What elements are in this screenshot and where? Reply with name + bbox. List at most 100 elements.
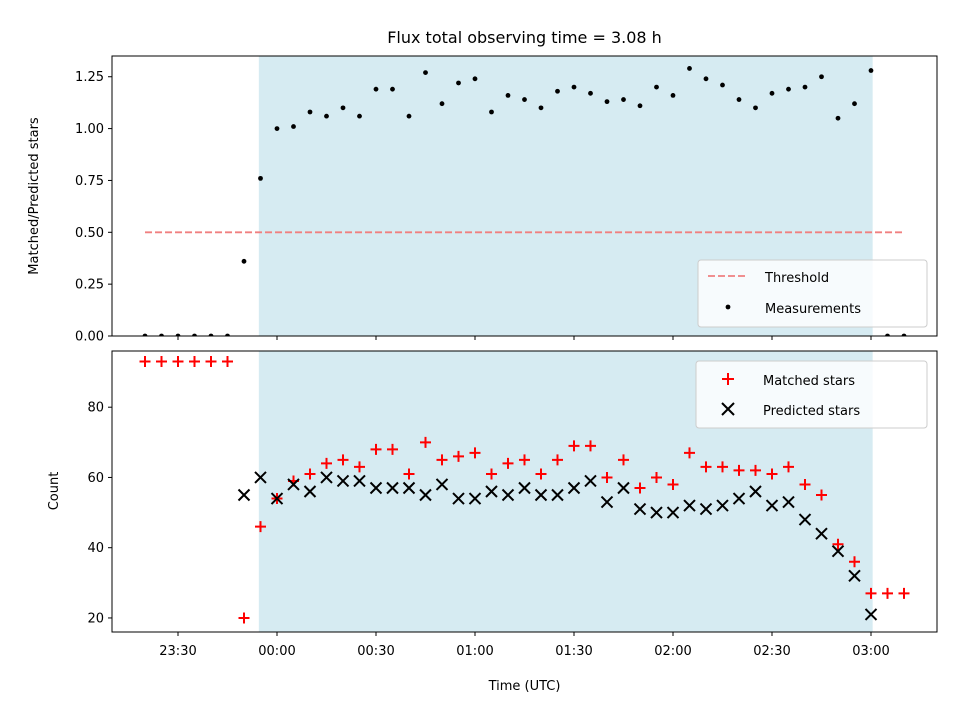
- measurement-point: [769, 90, 775, 96]
- matched-star-point: [832, 538, 844, 550]
- predicted-star-point: [518, 481, 531, 495]
- top-y-tick-label: 0.25: [75, 278, 104, 293]
- measurement-point: [439, 101, 445, 107]
- predicted-star-point: [831, 545, 845, 558]
- measurement-point: [637, 103, 643, 109]
- predicted-star-point: [402, 481, 416, 495]
- measurement-point: [522, 97, 527, 102]
- measurement-point: [868, 68, 874, 73]
- top-y-tick-label: 0.50: [75, 226, 104, 241]
- top-axes-frame: [111, 55, 938, 337]
- matched-star-point: [453, 450, 464, 462]
- measurement-point: [472, 76, 478, 82]
- measurement-point: [225, 333, 230, 336]
- measurement-point: [621, 97, 626, 102]
- matched-star-point: [436, 454, 448, 466]
- matched-star-point: [865, 587, 877, 599]
- measurement-point: [687, 66, 692, 71]
- matched-star-point: [799, 478, 811, 490]
- bottom-x-tick-label: 23:30: [159, 644, 196, 659]
- predicted-star-point: [320, 471, 333, 484]
- matched-star-point: [172, 356, 184, 368]
- predicted-star-point: [468, 492, 482, 505]
- matched-star-point: [783, 461, 794, 473]
- top-y-axis: 0.00 0.25 0.50 0.75 1.00 1.25: [75, 70, 112, 345]
- matched-star-point: [601, 471, 613, 483]
- legend-matched-swatch: [722, 373, 734, 385]
- matched-star-point: [222, 356, 233, 368]
- measurement-point: [208, 333, 214, 336]
- matched-star-point: [816, 489, 827, 501]
- matched-star-point: [255, 521, 266, 533]
- predicted-star-point: [617, 481, 630, 495]
- measurement-point: [901, 333, 907, 336]
- chart-title: Flux total observing time = 3.08 h: [387, 28, 662, 47]
- measurement-point: [324, 113, 329, 119]
- predicted-star-point: [386, 481, 399, 495]
- measurement-point: [291, 124, 296, 129]
- matched-star-point: [189, 356, 200, 368]
- predicted-star-point: [369, 481, 383, 495]
- bottom-x-tick-label: 03:00: [852, 644, 889, 659]
- matched-star-point: [750, 464, 761, 476]
- measurement-point: [786, 86, 791, 92]
- matched-star-point: [651, 471, 662, 483]
- bottom-y-tick-label: 40: [87, 541, 104, 556]
- measurement-point: [406, 113, 412, 119]
- top-y-tick-label: 1.00: [75, 122, 104, 137]
- matched-star-point: [585, 440, 596, 452]
- measurement-point: [703, 76, 709, 82]
- bottom-x-tick-label: 01:30: [555, 644, 592, 659]
- measurement-point: [720, 82, 725, 88]
- measurement-point: [654, 84, 659, 90]
- matched-star-point: [238, 612, 250, 624]
- bottom-legend: Matched stars Predicted stars: [695, 360, 928, 429]
- predicted-star-point: [633, 502, 647, 516]
- predicted-star-point: [765, 499, 779, 512]
- predicted-star-point: [600, 495, 614, 509]
- matched-star-point: [304, 468, 316, 480]
- matched-star-point: [535, 468, 547, 480]
- measurement-point: [555, 88, 560, 94]
- top-panel: 0.00 0.25 0.50 0.75 1.00 1.25 Matched/Predict…: [27, 55, 938, 345]
- measurement-point: [307, 109, 313, 115]
- bottom-x-tick-label: 01:00: [456, 644, 493, 659]
- bottom-x-tick-label: 00:30: [357, 644, 394, 659]
- measurement-point: [604, 99, 610, 105]
- measurement-point: [274, 126, 280, 131]
- matched-star-point: [387, 443, 398, 455]
- predicted-star-point: [683, 499, 696, 512]
- matched-star-point: [205, 356, 217, 368]
- matched-star-point: [898, 587, 910, 599]
- bottom-y-tick-label: 80: [87, 401, 104, 416]
- legend-matched-label: Matched stars: [763, 374, 855, 389]
- matched-star-point: [634, 482, 646, 494]
- predicted-star-point: [650, 506, 663, 519]
- predicted-star-point: [303, 485, 317, 498]
- matched-star-point: [717, 461, 728, 473]
- predicted-star-point: [798, 513, 812, 526]
- top-y-tick-label: 1.25: [75, 70, 104, 85]
- legend-predicted-label: Predicted stars: [763, 404, 860, 419]
- matched-star-point: [667, 478, 679, 490]
- predicted-star-point: [419, 488, 432, 502]
- predicted-star-point: [551, 488, 564, 502]
- bottom-axes-frame: [111, 350, 938, 633]
- measurement-point: [588, 90, 593, 96]
- predicted-star-point: [864, 608, 878, 621]
- matched-star-point: [849, 556, 860, 568]
- measurement-point: [571, 84, 577, 90]
- matched-star-point: [882, 587, 893, 599]
- matched-star-point: [354, 461, 365, 473]
- legend-measurements-label: Measurements: [765, 302, 861, 317]
- measurement-point: [241, 258, 247, 264]
- predicted-star-point: [848, 569, 861, 583]
- measurement-point: [423, 70, 428, 75]
- measurement-point: [340, 105, 346, 111]
- matched-star-point: [139, 356, 151, 368]
- measurement-point: [456, 80, 461, 86]
- top-y-label: Matched/Predicted stars: [27, 117, 42, 275]
- measurement-point: [390, 86, 395, 92]
- predicted-star-point: [254, 471, 267, 484]
